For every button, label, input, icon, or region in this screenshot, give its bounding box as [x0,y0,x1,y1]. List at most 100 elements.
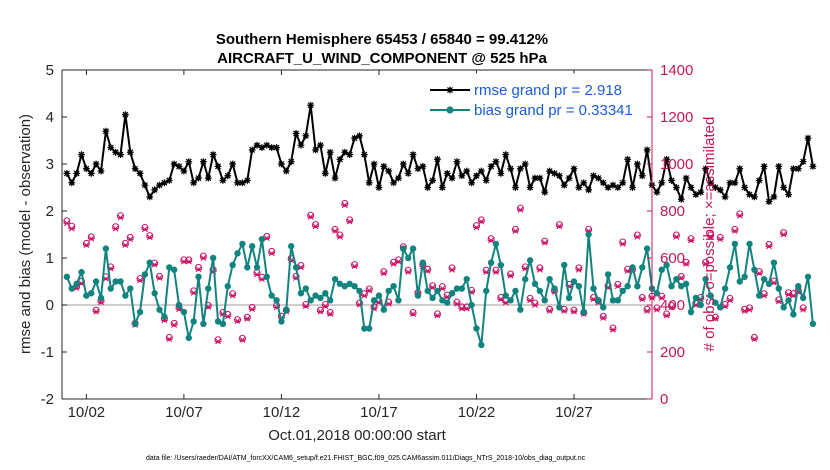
rmse-point [175,162,183,170]
rmse-point [707,179,714,187]
y-tick-label: -2 [41,391,54,408]
rmse-point [590,172,597,180]
rmse-point [346,151,354,158]
bias-point [765,280,773,288]
obs-possible-point [199,252,207,260]
obs-possible-point [248,303,256,311]
bias-point [502,292,509,299]
obs-assimilated-point [404,269,412,276]
rmse-point [775,162,783,170]
bias-point [780,304,787,311]
bias-point [639,264,646,271]
bias-point [136,308,144,316]
obs-possible-point [799,304,807,312]
bias-point [483,287,490,295]
y-axis-label: rmse and bias (model - observation) [17,114,34,354]
rmse-point [297,141,305,149]
rmse-point [512,184,519,191]
rmse-point [536,174,544,182]
obs-assimilated-point [346,218,354,225]
y-axis-ticks: -2 -1 0 1 2 3 4 5 [41,62,67,408]
rmse-point [219,177,227,184]
bias-point [380,306,388,313]
rmse-point [278,160,285,168]
rmse-point [239,179,246,187]
y-right-tick-label: 600 [660,250,685,267]
legend-rmse-marker [446,86,454,94]
obs-assimilated-point [385,300,393,307]
obs-assimilated-point [614,283,622,290]
bias-point [585,231,592,238]
obs-assimilated-point [312,223,319,230]
rmse-point [180,167,188,175]
rmse-point [302,132,310,140]
bias-point [770,259,778,266]
rmse-point [473,172,480,180]
obs-possible-point [614,280,622,288]
rmse-point [224,172,232,180]
rmse-point [73,170,81,177]
bias-point [721,285,729,292]
bias-point [473,325,480,332]
rmse-point [248,146,256,154]
x-tick-label: 10/12 [263,404,301,421]
rmse-point [136,170,144,177]
obs-possible-point [433,310,441,318]
rmse-point [307,101,315,109]
obs-possible-point [165,333,173,341]
obs-assimilated-point [497,296,505,303]
obs-assimilated-point [555,223,563,230]
rmse-point [273,144,280,151]
rmse-point [804,134,812,142]
bias-point [170,266,178,273]
rmse-point [721,193,729,201]
obs-assimilated-point [448,266,456,273]
rmse-point [317,141,324,149]
rmse-point [492,158,500,166]
obs-possible-point [117,212,125,220]
bias-point [590,285,597,292]
rmse-point [380,162,388,170]
obs-assimilated-point [492,269,500,276]
rmse-point [785,191,792,198]
obs-assimilated-point [673,233,680,240]
bias-point [804,273,812,280]
bias-point [546,275,553,283]
obs-possible-point [477,216,485,224]
bias-point [682,280,690,288]
rmse-point [546,167,554,175]
obs-possible-point [721,301,729,309]
data-file-footer: data file: /Users/raeder/DAI/ATM_forcXX/… [146,455,586,462]
obs-possible-point [541,237,549,245]
rmse-point [156,181,163,189]
rmse-point [580,179,588,187]
bias-point [775,285,782,292]
bias-point [697,301,704,309]
bias-point [195,273,202,280]
rmse-point [682,174,690,182]
obs-possible-point [82,239,90,247]
rmse-point [141,181,149,189]
rmse-point [726,179,734,187]
obs-assimilated-point [258,276,266,283]
obs-possible-point [351,261,359,269]
obs-possible-point [234,316,242,324]
obs-assimilated-point [507,272,514,279]
bias-point [717,304,724,311]
bias-point [419,259,427,266]
obs-assimilated-point [429,284,436,291]
rmse-point [200,158,207,166]
bias-point [453,285,461,292]
rmse-point [633,160,641,168]
bias-point [726,264,734,271]
rmse-point [463,167,471,175]
bias-point [624,283,631,290]
obs-assimilated-point [473,224,480,231]
obs-possible-point [312,221,320,229]
y-tick-label: 2 [46,203,54,220]
bias-point [175,301,183,309]
obs-assimilated-point [726,297,734,304]
rmse-point [770,193,778,201]
bias-point [429,294,436,302]
